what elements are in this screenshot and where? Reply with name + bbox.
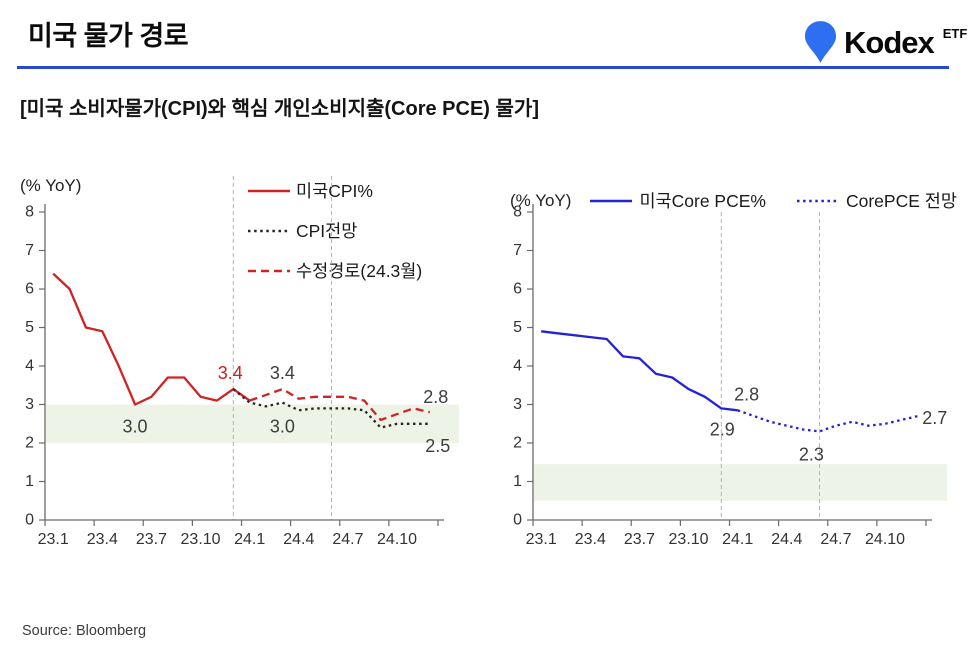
y-axis-unit-label: (% YoY) bbox=[510, 190, 572, 210]
data-label: 3.0 bbox=[123, 417, 148, 437]
legend-line-sample bbox=[590, 199, 633, 202]
y-tick-label: 7 bbox=[513, 242, 522, 259]
data-label: 3.0 bbox=[270, 417, 295, 437]
data-label: 3.4 bbox=[270, 363, 295, 383]
x-tick-label: 23.10 bbox=[669, 531, 709, 548]
data-label: 3.4 bbox=[218, 363, 243, 383]
chart-section-title: [미국 소비자물가(CPI)와 핵심 개인소비지출(Core PCE) 물가] bbox=[20, 98, 539, 120]
y-tick-label: 6 bbox=[25, 281, 34, 298]
series-line-dotted bbox=[232, 388, 430, 429]
y-tick-label: 0 bbox=[25, 512, 34, 529]
y-tick-label: 7 bbox=[25, 242, 34, 259]
cpi-chart-legend: 미국CPI% CPI전망 수정경로(24.3월) bbox=[247, 178, 422, 298]
x-tick-label: 23.4 bbox=[87, 531, 118, 548]
series-line-dotted bbox=[737, 409, 919, 433]
x-tick-label: 24.4 bbox=[283, 531, 314, 548]
data-label: 2.7 bbox=[922, 408, 947, 428]
legend-label: 미국CPI% bbox=[296, 181, 373, 201]
legend-label: CorePCE 전망 bbox=[845, 191, 957, 211]
x-tick-label: 24.4 bbox=[771, 531, 802, 548]
series-line-dashed bbox=[249, 387, 431, 422]
source-note: Source: Bloomberg bbox=[22, 623, 147, 639]
y-tick-label: 1 bbox=[513, 473, 522, 490]
x-tick-label: 24.10 bbox=[865, 531, 905, 548]
legend-item-cpi-actual: 미국CPI% bbox=[247, 178, 422, 203]
y-tick-label: 4 bbox=[513, 358, 522, 375]
data-label: 2.8 bbox=[734, 384, 759, 404]
target-band bbox=[534, 464, 947, 501]
y-tick-label: 2 bbox=[513, 435, 522, 452]
data-label: 2.3 bbox=[799, 444, 824, 464]
y-tick-label: 3 bbox=[25, 396, 34, 413]
series-line-solid bbox=[52, 272, 251, 406]
legend-label: CPI전망 bbox=[296, 221, 358, 241]
page-title: 미국 물가 경로 bbox=[28, 21, 189, 51]
target-band bbox=[46, 404, 459, 443]
cpi-chart-plot: 0 1 2 3 4 5 6 7 8 23.1 23.4 23.7 23.10 24.1 24.4 24.7 24… bbox=[25, 176, 459, 548]
kodex-pin-icon bbox=[804, 21, 837, 63]
legend-item-cpi-forecast: CPI전망 bbox=[247, 218, 422, 243]
header-divider bbox=[17, 66, 949, 69]
y-tick-label: 4 bbox=[25, 358, 34, 375]
legend-label: 미국Core PCE% bbox=[639, 191, 766, 211]
y-tick-label: 8 bbox=[25, 204, 34, 221]
y-axis-unit-label: (% YoY) bbox=[20, 176, 82, 195]
x-tick-label: 23.1 bbox=[38, 531, 69, 548]
core-pce-chart-panel: (% YoY) 미국Core PCE% CorePCE 전망 0 1 2 3 4 5 6 7 8… bbox=[498, 168, 968, 568]
y-tick-label: 6 bbox=[513, 281, 522, 298]
y-tick-label: 5 bbox=[513, 319, 522, 336]
x-tick-label: 23.1 bbox=[526, 531, 557, 548]
x-tick-label: 24.1 bbox=[234, 531, 265, 548]
x-tick-label: 24.7 bbox=[820, 531, 851, 548]
x-tick-label: 24.10 bbox=[377, 531, 417, 548]
cpi-chart-panel: (% YoY) 미국CPI% CPI전망 수정경로(24.3월) 0 1 2 3 4 5 6… bbox=[10, 168, 480, 568]
legend-label: 수정경로(24.3월) bbox=[296, 261, 423, 281]
y-tick-label: 8 bbox=[513, 204, 522, 221]
y-tick-label: 3 bbox=[513, 396, 522, 413]
series-line-solid bbox=[541, 330, 738, 412]
y-tick-label: 1 bbox=[25, 473, 34, 490]
x-tick-label: 23.10 bbox=[181, 531, 221, 548]
kodex-logo: Kodex ETF bbox=[804, 20, 967, 65]
legend-line-sample bbox=[248, 189, 290, 192]
data-label: 2.9 bbox=[710, 419, 735, 439]
data-label: 2.5 bbox=[425, 436, 450, 456]
data-label: 2.8 bbox=[423, 387, 448, 407]
legend-line-sample bbox=[796, 199, 839, 202]
legend-item-cpi-revised-path: 수정경로(24.3월) bbox=[247, 258, 422, 283]
legend-line-sample bbox=[248, 229, 290, 232]
y-tick-label: 5 bbox=[25, 319, 34, 336]
x-tick-label: 24.7 bbox=[332, 531, 363, 548]
kodex-brand-text: Kodex bbox=[844, 25, 935, 60]
x-tick-label: 23.4 bbox=[575, 531, 606, 548]
kodex-etf-text: ETF bbox=[942, 26, 968, 41]
x-tick-label: 24.1 bbox=[722, 531, 753, 548]
core-pce-chart-plot: 0 1 2 3 4 5 6 7 8 23.1 23.4 23.7 23.10 24.1 24.4 24.7 24… bbox=[513, 204, 947, 549]
x-tick-label: 23.7 bbox=[136, 531, 167, 548]
core-pce-chart-legend: (% YoY) 미국Core PCE% CorePCE 전망 bbox=[510, 188, 957, 213]
x-tick-label: 23.7 bbox=[624, 531, 655, 548]
legend-line-sample bbox=[248, 269, 290, 272]
y-tick-label: 0 bbox=[513, 512, 522, 529]
y-tick-label: 2 bbox=[25, 435, 34, 452]
